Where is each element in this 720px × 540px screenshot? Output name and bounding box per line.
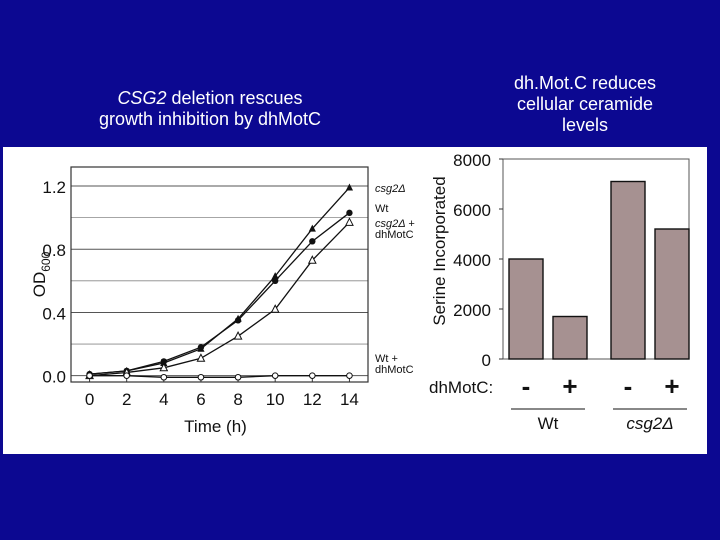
line-series — [89, 212, 350, 375]
line-y-tick-label: 0.4 — [42, 304, 66, 323]
left-chart-title: CSG2 deletion rescues growth inhibition … — [60, 88, 360, 130]
bar-group-label: csg2Δ — [626, 414, 673, 433]
line-point — [233, 331, 243, 340]
bar-y-tick-label: 4000 — [453, 251, 491, 270]
line-point — [346, 372, 353, 379]
line-x-tick-label: 6 — [196, 390, 205, 409]
bar-category-label: - — [624, 371, 633, 401]
bar-y-tick-label: 8000 — [453, 151, 491, 170]
line-series-label: csg2Δ — [375, 183, 406, 195]
line-point — [196, 353, 206, 362]
bar-y-tick-label: 6000 — [453, 201, 491, 220]
line-point — [123, 372, 130, 379]
line-point — [345, 183, 354, 191]
line-series-label: csg2Δ + — [375, 218, 415, 230]
bar-group-label: Wt — [538, 414, 559, 433]
line-point — [270, 304, 280, 313]
line-y-axis-label: OD600 — [30, 251, 53, 297]
line-x-tick-label: 14 — [340, 390, 359, 409]
bar-y-tick-label: 2000 — [453, 301, 491, 320]
line-series-label: Wt + — [375, 353, 398, 365]
line-point — [271, 277, 279, 285]
line-x-tick-label: 2 — [122, 390, 131, 409]
line-series — [89, 375, 350, 378]
line-series-label: Wt — [375, 203, 388, 215]
line-x-tick-label: 0 — [85, 390, 94, 409]
line-point — [159, 362, 169, 372]
right-title-line2: cellular ceramide — [516, 94, 654, 114]
line-series-label: dhMotC — [375, 364, 414, 376]
bar-category-label: - — [522, 371, 531, 401]
line-x-tick-label: 12 — [303, 390, 322, 409]
line-point — [271, 372, 279, 379]
line-point — [86, 372, 93, 379]
bar — [508, 258, 544, 360]
right-title-line1: dh.Mot.C reduces — [513, 73, 657, 93]
line-point — [271, 272, 279, 280]
line-point — [309, 372, 316, 379]
line-point — [307, 255, 317, 264]
bar — [552, 315, 588, 360]
line-y-axis-label-main: OD — [30, 272, 49, 298]
line-point — [346, 209, 353, 217]
right-title-line3: levels — [561, 115, 609, 135]
line-y-tick-label: 0.0 — [42, 368, 66, 387]
bar-y-tick-label: 0 — [482, 351, 491, 370]
line-point — [160, 358, 168, 365]
line-y-tick-label: 0.8 — [42, 241, 66, 260]
bar-category-label: + — [562, 371, 577, 401]
line-point — [309, 238, 316, 245]
bar — [610, 180, 646, 360]
bar — [654, 228, 690, 360]
line-point — [308, 224, 316, 232]
line-point — [234, 317, 242, 324]
right-chart-title: dh.Mot.C reduces cellular ceramide level… — [480, 73, 690, 136]
figure-panel: 0.0 0.4 0.8 1.2 0 2 4 6 8 10 12 14 Time (h) OD600 csg2… — [3, 147, 707, 454]
left-title-line2: growth inhibition by dhMotC — [98, 109, 322, 129]
line-point — [160, 373, 168, 381]
left-title-gene: CSG2 — [117, 88, 167, 108]
bar-row-label: dhMotC: — [429, 378, 493, 397]
bar-y-axis-label: Serine Incorporated — [430, 176, 449, 325]
line-point — [197, 344, 205, 351]
line-x-tick-label: 4 — [159, 390, 168, 409]
line-x-axis-label: Time (h) — [184, 417, 247, 436]
line-y-axis-label-sub: 600 — [39, 251, 53, 271]
line-y-tick-label: 1.2 — [42, 178, 66, 197]
line-plot-frame — [70, 166, 369, 383]
bar-category-label: + — [664, 371, 679, 401]
left-title-rest: deletion rescues — [166, 88, 303, 108]
line-x-tick-label: 8 — [233, 390, 242, 409]
line-x-tick-label: 10 — [266, 390, 285, 409]
figure-svg: 0.0 0.4 0.8 1.2 0 2 4 6 8 10 12 14 Time (h) OD600 csg2… — [30, 151, 690, 436]
line-point — [234, 373, 242, 381]
line-series — [89, 221, 350, 377]
line-series-label: dhMotC — [375, 229, 414, 241]
line-point — [197, 373, 205, 381]
line-point — [345, 217, 354, 226]
